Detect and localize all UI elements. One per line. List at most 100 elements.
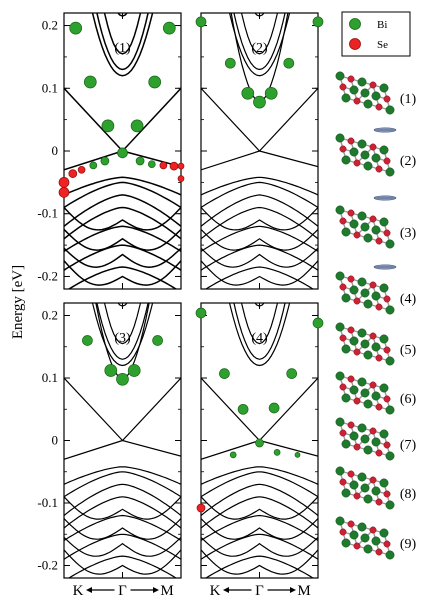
atom-bi [335, 205, 345, 215]
atom-bi [341, 227, 351, 237]
atom-bi [335, 271, 345, 281]
band-line [201, 228, 318, 251]
atom-bi [363, 544, 373, 554]
marker-bi [148, 75, 162, 89]
atom-se [353, 231, 361, 239]
quintuple-layer-2: (2) [335, 133, 416, 177]
y-axis-label: Energy [eV] [10, 265, 26, 339]
panel-label: (4) [251, 331, 268, 346]
quintuple-layer-4: (4) [335, 271, 417, 315]
atom-se [383, 346, 391, 354]
atom-bi [335, 133, 345, 143]
layer-structures: (1) (2) (3) (4) (5) (6) (7) (8) (9) [335, 71, 417, 560]
dirac-line [122, 439, 181, 457]
marker-bi [224, 57, 236, 69]
marker-bi [69, 21, 83, 35]
legend: Bi Se [341, 11, 411, 57]
atom-se [353, 97, 361, 105]
atom-bi [385, 239, 395, 249]
atom-se [347, 275, 355, 283]
layer-label: (4) [400, 292, 417, 307]
atom-se [375, 103, 383, 111]
dirac-line [64, 150, 123, 171]
band-line [64, 533, 181, 560]
atom-se [353, 297, 361, 305]
band-line [64, 181, 181, 209]
band-line [64, 244, 181, 271]
atom-se [369, 281, 377, 289]
atom-se [339, 145, 347, 153]
atom-bi [335, 371, 345, 381]
band-lines [64, 13, 181, 289]
atom-bi [341, 538, 351, 548]
atom-bi [341, 393, 351, 403]
atom-se [383, 229, 391, 237]
band-lines [64, 303, 181, 578]
atom-bi [371, 225, 381, 235]
band-line [64, 225, 181, 253]
atom-bi [360, 288, 370, 298]
marker-se [58, 177, 70, 188]
atom-bi [363, 494, 373, 504]
marker-bi [152, 335, 163, 346]
dirac-line [259, 150, 318, 168]
band-line [64, 228, 181, 251]
atom-bi [363, 399, 373, 409]
atom-bi [371, 291, 381, 301]
atom-bi [357, 522, 367, 532]
atom-bi [360, 483, 370, 493]
atom-bi [385, 305, 395, 315]
band-line [64, 194, 181, 227]
marker-se [177, 175, 185, 182]
marker-bi [135, 156, 145, 166]
atom-bi [385, 500, 395, 510]
atom-se [347, 326, 355, 334]
marker-bi [312, 317, 324, 329]
atom-se [339, 528, 347, 536]
panel-4: (4) K Γ M [195, 302, 324, 599]
atom-bi [371, 486, 381, 496]
y-tick-label: 0.2 [42, 308, 58, 323]
y-tick-label: 0.1 [42, 80, 58, 95]
arrowhead-left [223, 587, 229, 593]
band-line [64, 176, 181, 196]
atom-bi [360, 388, 370, 398]
panel-label: (3) [114, 331, 131, 346]
band-line [103, 13, 142, 55]
atom-bi [360, 222, 370, 232]
atom-bi [349, 147, 359, 157]
band-line [64, 518, 181, 540]
arrowhead-right [153, 587, 159, 593]
band-line [96, 13, 149, 71]
marker-bi [241, 86, 255, 100]
atom-se [369, 381, 377, 389]
atom-se [383, 490, 391, 498]
atom-bi [371, 153, 381, 163]
panel-label: (1) [114, 41, 131, 56]
y-tick-label: -0.2 [37, 558, 58, 573]
y-tick-label: 0.1 [42, 370, 58, 385]
atom-se [353, 397, 361, 405]
marker-bi [162, 21, 176, 35]
atom-se [369, 526, 377, 534]
atom-bi [385, 105, 395, 115]
marker-bi [286, 368, 298, 379]
band-line [201, 247, 318, 268]
atom-bi [349, 285, 359, 295]
atom-se [383, 95, 391, 103]
quintuple-layer-3: (3) [335, 205, 416, 249]
atom-bi [357, 277, 367, 287]
atom-bi [385, 356, 395, 366]
atom-se [383, 157, 391, 165]
atom-bi [335, 516, 345, 526]
atom-bi [341, 344, 351, 354]
atom-bi [341, 155, 351, 165]
dirac-line [64, 377, 123, 441]
band-line [91, 13, 154, 77]
atom-se [369, 476, 377, 484]
x-tick-label-k: K [210, 583, 221, 599]
marker-se [196, 503, 206, 513]
atom-se [339, 478, 347, 486]
atom-se [339, 429, 347, 437]
